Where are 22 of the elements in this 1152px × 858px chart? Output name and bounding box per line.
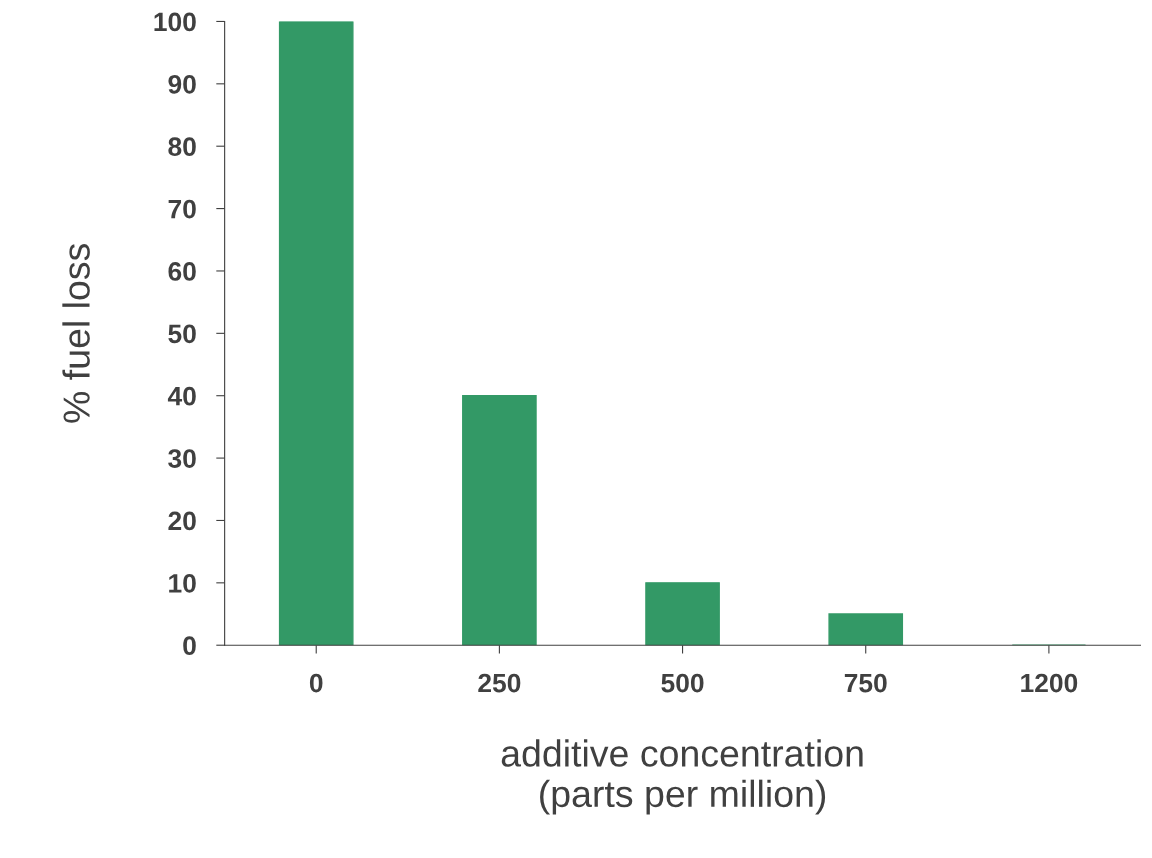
y-tick-label: 50 xyxy=(168,324,196,344)
x-tick-label: 1200 xyxy=(1021,673,1078,693)
bar xyxy=(645,582,720,646)
bar xyxy=(828,613,904,646)
y-tick-label: 20 xyxy=(168,511,196,531)
y-tick-label: 10 xyxy=(169,573,196,593)
y-tick-label: 100 xyxy=(154,12,196,32)
y-tick-label: 0 xyxy=(183,636,196,656)
y-tick-label: 70 xyxy=(168,199,196,219)
x-tick-label: 0 xyxy=(309,673,323,693)
y-tick-label: 90 xyxy=(168,74,196,94)
y-tick-label: 30 xyxy=(168,449,196,468)
bar xyxy=(462,395,537,646)
y-tick-label: 40 xyxy=(167,386,196,406)
x-tick-label: 750 xyxy=(844,673,887,693)
y-tick-label: 60 xyxy=(168,262,196,281)
bar xyxy=(278,21,354,646)
x-axis-title: additive concentration (parts per million) xyxy=(501,739,863,815)
y-axis-title: % fuel loss xyxy=(62,244,90,423)
y-tick-label: 80 xyxy=(168,137,196,157)
x-tick-label: 500 xyxy=(661,673,704,693)
x-tick-label: 250 xyxy=(478,673,521,693)
